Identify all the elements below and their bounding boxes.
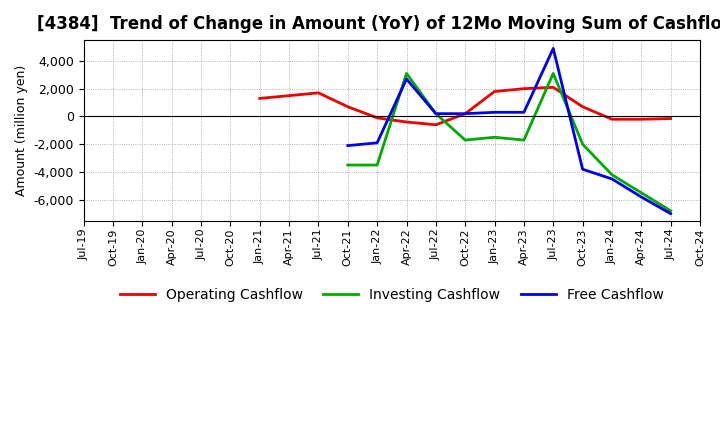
Line: Investing Cashflow: Investing Cashflow [348,73,670,211]
Free Cashflow [666,211,675,216]
Free Cashflow [490,110,499,115]
Investing Cashflow [431,111,440,116]
Operating Cashflow [520,86,528,92]
Title: [4384]  Trend of Change in Amount (YoY) of 12Mo Moving Sum of Cashflows: [4384] Trend of Change in Amount (YoY) o… [37,15,720,33]
Investing Cashflow [490,135,499,140]
Investing Cashflow [549,71,557,76]
Free Cashflow [402,76,411,81]
Investing Cashflow [402,71,411,76]
Free Cashflow [343,143,352,148]
Operating Cashflow [549,84,557,90]
Investing Cashflow [608,172,616,177]
Operating Cashflow [285,93,294,98]
Investing Cashflow [578,142,587,147]
Free Cashflow [431,111,440,116]
Investing Cashflow [520,137,528,143]
Operating Cashflow [461,111,469,116]
Operating Cashflow [314,90,323,95]
Investing Cashflow [666,208,675,213]
Operating Cashflow [402,119,411,125]
Y-axis label: Amount (million yen): Amount (million yen) [15,65,28,196]
Investing Cashflow [637,190,646,195]
Operating Cashflow [490,89,499,94]
Investing Cashflow [343,162,352,168]
Operating Cashflow [256,96,264,101]
Operating Cashflow [608,117,616,122]
Free Cashflow [520,110,528,115]
Operating Cashflow [373,115,382,121]
Line: Free Cashflow: Free Cashflow [348,48,670,214]
Investing Cashflow [373,162,382,168]
Operating Cashflow [637,117,646,122]
Operating Cashflow [666,116,675,121]
Free Cashflow [549,46,557,51]
Operating Cashflow [343,104,352,110]
Operating Cashflow [578,104,587,110]
Operating Cashflow [431,122,440,128]
Free Cashflow [578,167,587,172]
Free Cashflow [637,194,646,200]
Line: Operating Cashflow: Operating Cashflow [260,87,670,125]
Investing Cashflow [461,137,469,143]
Free Cashflow [373,140,382,146]
Free Cashflow [608,176,616,182]
Free Cashflow [461,111,469,116]
Legend: Operating Cashflow, Investing Cashflow, Free Cashflow: Operating Cashflow, Investing Cashflow, … [114,282,670,308]
